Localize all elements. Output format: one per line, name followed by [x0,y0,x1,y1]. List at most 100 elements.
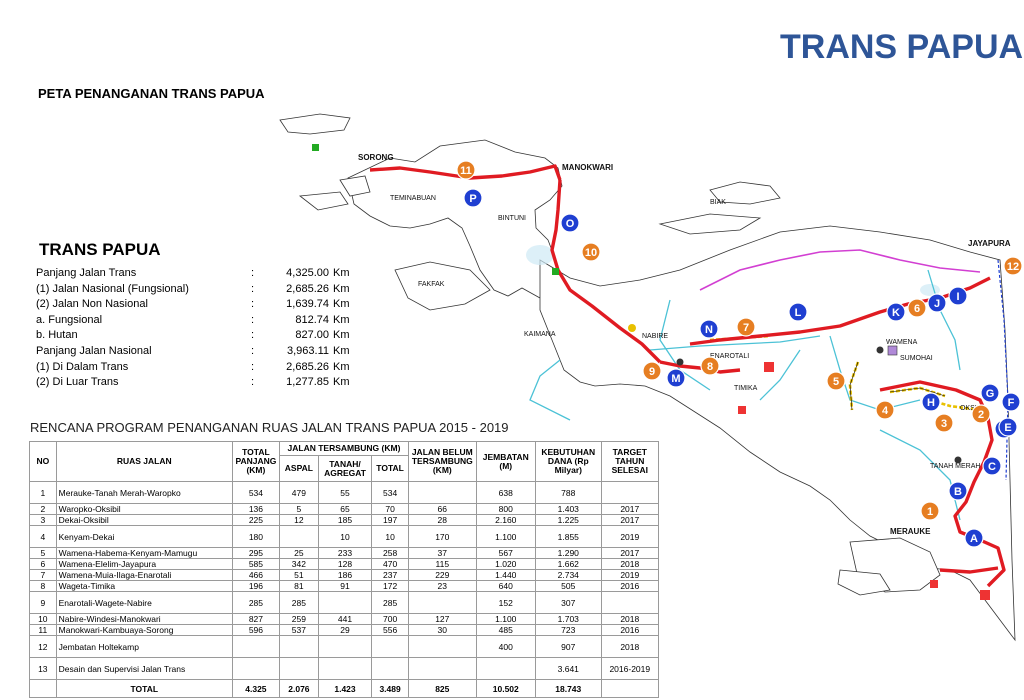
blue-marker-label: L [795,307,802,319]
summary-label: (1) Di Dalam Trans [36,360,129,373]
cell-no: 13 [29,657,57,680]
cell-no: 2 [29,503,57,515]
summary-row: (1) Di Dalam Trans: 2,685.26 Km [36,360,350,376]
orange-marker-1: 1 [920,501,940,521]
summary-unit: Km [333,267,350,279]
orange-marker-label: 5 [833,376,839,388]
trans-road-manokwari-nabire [550,179,662,364]
southern-island [837,569,891,596]
orange-marker-label: 8 [707,361,713,373]
orange-marker-8: 8 [700,356,720,376]
orange-marker-10: 10 [581,242,601,262]
blue-marker-circle [921,392,941,412]
summary-value: 2,685.26 [286,282,329,295]
cell-no: 11 [29,624,57,636]
cell-no: 6 [29,558,57,570]
cell-ruas: Dekai-Oksibil [55,514,233,526]
orange-marker-circle [581,242,601,262]
east-road-blue [997,259,1009,481]
orange-marker-circle [642,361,662,381]
blue-marker-j: J [927,293,947,313]
blue-marker-circle [1001,392,1021,412]
header-aspal: ASPAL [278,455,319,482]
summary-value: 3,963.11 [286,344,329,357]
salawati-island [339,175,371,197]
orange-marker-circle [907,298,927,318]
header-ruas: RUAS JALAN [55,441,233,482]
blue-marker-circle [788,302,808,322]
biak-island [709,181,781,205]
summary-panel: TRANS PAPUA Panjang Jalan Trans: 4,325.00… [36,240,350,391]
total-cell-tanah: 1.423 [317,679,373,698]
misool-island [298,191,349,211]
summary-value: 4,325.00 [286,267,329,279]
table-row: 12 Jembatan Holtekamp 400 907 2018 [29,635,660,658]
summary-unit: Km [333,360,350,373]
blue-marker-circle [964,528,984,548]
header-no: NO [29,441,57,482]
summary-label: Panjang Jalan Trans [36,267,137,279]
blue-marker-label: P [469,193,476,205]
blue-marker-g: G [980,383,1000,403]
blue-marker-label: N [705,324,713,336]
orange-marker-label: 3 [941,418,947,430]
cell-panjang: 466 [231,569,280,581]
cell-ruas: Manokwari-Kambuaya-Sorong [55,624,233,636]
blue-marker-circle [463,188,483,208]
blue-marker-label: B [954,486,962,498]
total-cell-dana: 18.743 [534,679,602,698]
blue-marker-circle [699,319,719,339]
summary-unit: Km [333,344,350,357]
summary-unit: Km [333,329,350,342]
table-row: 11 Manokwari-Kambuaya-Sorong 596 537 29 556 30… [29,624,660,636]
summary-colon: : [251,344,255,357]
blue-marker-label: K [892,307,900,319]
label-fakfak: FAKFAK [418,281,445,288]
blue-marker-b: B [948,481,968,501]
triangle-marker-icon [738,406,746,414]
summary-colon: : [251,376,255,389]
trans-papua-map: SORONG MANOKWARI JAYAPURA MERAUKE WAMENA… [279,113,1023,642]
cell-ruas: Jembatan Holtekamp [55,635,233,658]
blue-marker-label: I [956,291,959,303]
cell-total: 197 [371,514,410,526]
orange-marker-label: 1 [927,506,933,518]
orange-marker-11: 11 [456,160,476,180]
summary-row: (2) Di Luar Trans: 1,277.85 Km [36,375,350,391]
trans-road-sorong-manokwari [369,164,562,181]
cell-ruas: Wamena-Muia-Ilaga-Enarotali [55,569,233,581]
magenta-road [699,249,981,291]
cell-no: 5 [29,547,57,559]
summary-label: Panjang Jalan Nasional [36,344,152,357]
cell-ruas: Enarotali-Wagete-Nabire [55,591,233,614]
blue-marker-m: M [666,368,686,388]
summary-row: Panjang Jalan Nasional: 3,963.11 Km [36,344,350,360]
orange-marker-4: 4 [875,400,895,420]
label-manokwari: MANOKWARI [562,163,613,172]
summary-row: b. Hutan: 827.00 Km [36,328,350,344]
blue-marker-label: J [934,298,940,310]
cell-no: 3 [29,514,57,526]
total-cell-label: TOTAL [55,679,233,698]
blue-marker-circle [948,481,968,501]
blue-marker-f: F [1001,392,1021,412]
summary-value: 827.00 [295,329,329,342]
summary-colon: : [251,329,255,342]
orange-marker-3: 3 [934,413,954,433]
program-title: RENCANA PROGRAM PENANGANAN RUAS JALAN TR… [30,420,509,435]
cell-ruas: Merauke-Tanah Merah-Waropko [55,481,233,504]
orange-marker-circle [826,371,846,391]
label-wamena: WAMENA [886,339,918,346]
summary-label: (2) Di Luar Trans [36,376,119,389]
label-tanah-merah: TANAH MERAH [930,463,980,470]
summary-unit: Km [333,282,350,295]
blue-marker-circle [560,213,580,233]
table-row: 7 Wamena-Muia-Ilaga-Enarotali 466 51 186 237 2… [29,569,660,581]
orange-marker-label: 11 [460,165,472,177]
orange-marker-6: 6 [907,298,927,318]
summary-value: 2,685.26 [286,360,329,373]
summary-value: 812.74 [295,313,329,326]
total-row: TOTAL 4.325 2.076 1.423 3.489 825 10.502 18.743 [29,679,660,698]
orange-marker-9: 9 [642,361,662,381]
